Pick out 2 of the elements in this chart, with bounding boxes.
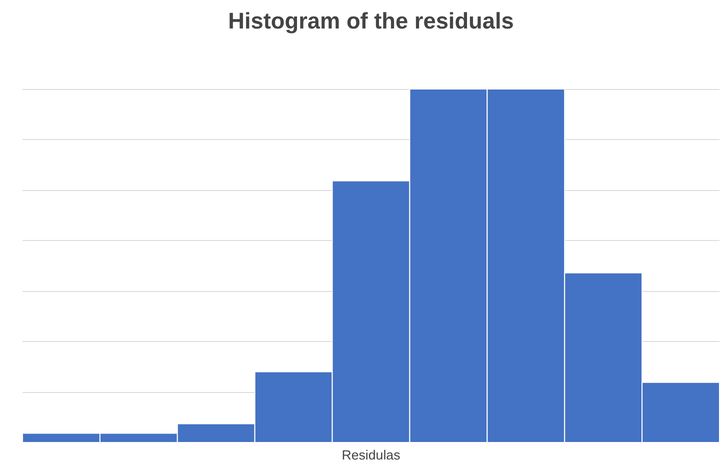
chart-title: Histogram of the residuals xyxy=(228,8,514,34)
x-axis-title: Residulas xyxy=(342,448,401,462)
